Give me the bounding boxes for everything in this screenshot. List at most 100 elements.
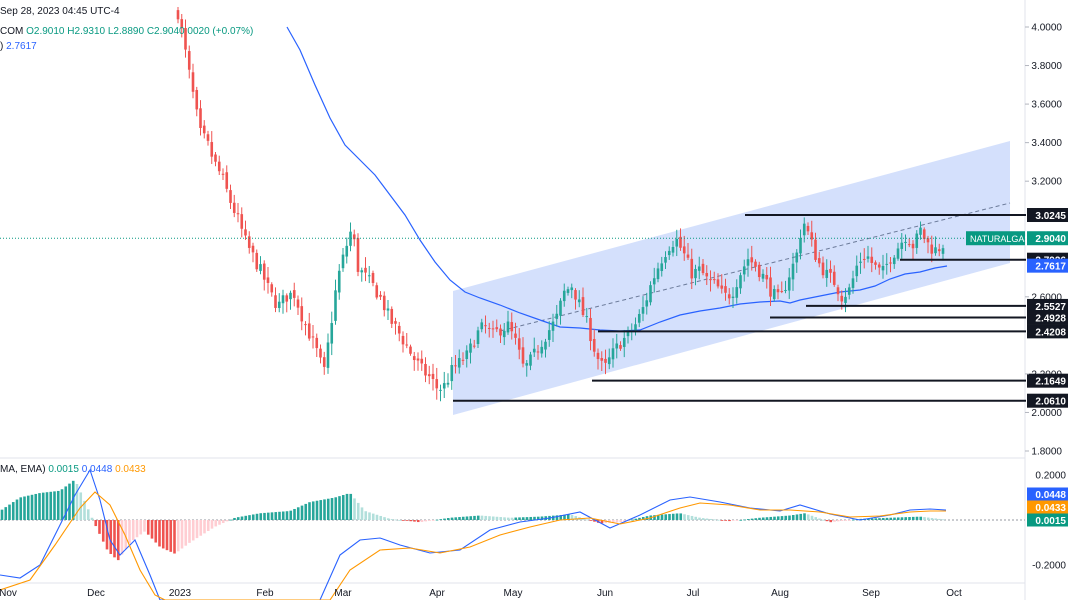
- candle-body: [589, 317, 592, 342]
- macd-histogram-bar: [521, 517, 525, 520]
- candle-body: [664, 257, 667, 263]
- candle-body: [656, 268, 660, 280]
- candle-body: [716, 279, 720, 287]
- candle-body: [465, 350, 469, 360]
- macd-histogram-bar: [341, 495, 345, 520]
- macd-histogram-bar: [806, 514, 810, 520]
- level-label: 2.4928: [1035, 313, 1066, 324]
- candle-body: [941, 248, 945, 254]
- candle-body: [611, 348, 615, 360]
- macd-histogram-bar: [585, 519, 589, 521]
- macd-histogram-bar: [825, 520, 829, 522]
- macd-histogram-bar: [353, 498, 356, 520]
- candle-body: [900, 242, 904, 249]
- macd-histogram-bar: [705, 518, 709, 520]
- candle-body: [769, 277, 772, 297]
- macd-histogram-bar: [904, 517, 908, 520]
- candle-body: [521, 347, 525, 364]
- level-label-bg: [1027, 208, 1068, 223]
- symbol-badge-label: NATURALGAS: [970, 234, 1030, 244]
- candle-body: [199, 108, 202, 128]
- candle-body: [517, 338, 521, 350]
- macd-histogram-bar: [64, 486, 68, 520]
- macd-histogram-bar: [259, 513, 263, 520]
- macd-histogram-bar: [379, 515, 383, 520]
- level-label-bg: [1027, 324, 1068, 339]
- macd-histogram-bar: [589, 520, 593, 521]
- macd-histogram-bar: [653, 515, 656, 520]
- macd-histogram-bar: [743, 519, 746, 521]
- high-value: H2.9310: [67, 26, 106, 37]
- change-value: 0020 (+0.07%): [187, 26, 254, 37]
- candle-body: [386, 308, 390, 311]
- candle-body: [281, 295, 285, 304]
- macd-histogram-bar: [758, 517, 761, 520]
- level-label-bg: [1027, 373, 1068, 388]
- macd-histogram-bar: [469, 516, 473, 520]
- time-axis-label: Apr: [429, 588, 445, 599]
- macd-histogram-bar: [128, 520, 131, 544]
- candle-body: [645, 300, 649, 307]
- candle-body: [915, 233, 919, 248]
- candle-body: [574, 290, 577, 300]
- macd-histogram-bar: [559, 515, 563, 520]
- candle-body: [679, 236, 682, 248]
- macd-histogram-bar: [263, 512, 266, 520]
- macd-histogram-bar: [428, 520, 431, 521]
- macd-histogram-bar: [405, 520, 409, 521]
- candle-body: [405, 344, 409, 346]
- trend-channel: [453, 141, 1010, 415]
- candle-body: [367, 275, 371, 277]
- macd-histogram-bar: [296, 507, 300, 520]
- macd-histogram-bar: [893, 517, 896, 520]
- candle-body: [682, 246, 686, 254]
- candle-body: [191, 72, 195, 92]
- candle-body: [904, 241, 907, 244]
- macd-histogram-bar: [150, 520, 154, 539]
- macd-histogram-bar: [45, 492, 49, 520]
- macd-histogram-bar: [424, 520, 428, 522]
- candle-body: [431, 373, 435, 380]
- macd-histogram-bar: [326, 498, 330, 520]
- macd-histogram-bar: [671, 513, 675, 520]
- macd-histogram-bar: [915, 516, 919, 520]
- macd-histogram-bar: [345, 493, 349, 520]
- macd-histogram-bar: [533, 516, 536, 520]
- macd-histogram-bar: [716, 519, 720, 521]
- macd-histogram-bar: [225, 520, 229, 522]
- macd-histogram-bar: [98, 520, 101, 534]
- macd-histogram-bar: [154, 520, 158, 543]
- macd-histogram-bar: [71, 480, 75, 520]
- time-axis-label: 2023: [169, 588, 192, 599]
- macd-histogram-bar: [499, 517, 503, 520]
- macd-histogram-bar: [75, 484, 79, 520]
- macd-histogram-bar: [615, 520, 619, 523]
- candle-body: [334, 290, 337, 321]
- candle-body: [806, 225, 810, 232]
- price-tick-label: 2.0000: [1031, 408, 1062, 419]
- candle-body: [840, 295, 844, 302]
- candle-body: [607, 357, 611, 365]
- macd-histogram-bar: [563, 514, 566, 520]
- macd-histogram-bar: [274, 512, 278, 520]
- price-tick-label: 3.8000: [1031, 61, 1062, 72]
- macd-histogram-bar: [630, 519, 634, 521]
- macd-histogram-bar: [611, 520, 615, 523]
- chart-datetime: Sep 28, 2023 04:45 UTC-4: [0, 6, 120, 17]
- candle-body: [690, 258, 694, 279]
- candle-body: [439, 389, 442, 391]
- macd-histogram-bar: [731, 520, 735, 521]
- macd-histogram-bar: [454, 517, 458, 520]
- macd-legend: MA, EMA) 0.0015 0.0448 0.0433: [0, 464, 146, 475]
- macd-histogram-bar: [788, 515, 791, 520]
- macd-value-badge-bg: [1027, 513, 1068, 527]
- candle-body: [934, 247, 937, 254]
- level-label: 2.5527: [1035, 302, 1066, 313]
- candle-body: [326, 342, 330, 368]
- macd-histogram-bar: [911, 516, 915, 520]
- macd-histogram-bar: [803, 513, 806, 520]
- candle-body: [371, 272, 375, 283]
- candle-body: [829, 268, 832, 273]
- candle-body: [544, 341, 547, 350]
